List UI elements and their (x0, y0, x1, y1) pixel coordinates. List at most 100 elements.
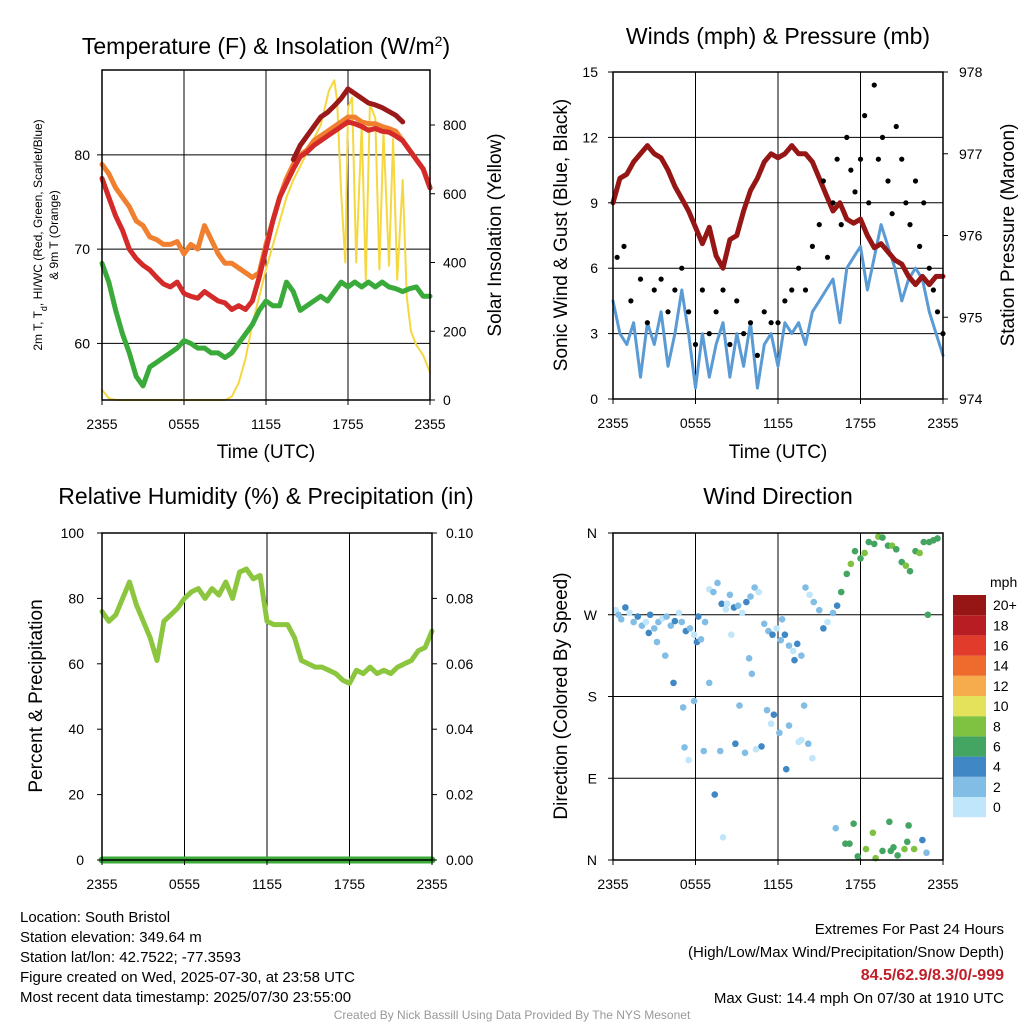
legend-swatch (953, 696, 986, 717)
legend-label: 4 (993, 759, 1001, 775)
legend-label: 12 (993, 678, 1009, 694)
direction-point (777, 636, 785, 644)
direction-point (793, 640, 801, 648)
legend-unit: mph (990, 574, 1017, 590)
direction-point (758, 743, 765, 750)
legend-swatch (953, 736, 986, 757)
created-text: Figure created on Wed, 2025-07-30, at 23… (20, 969, 355, 986)
humidity-xtick-label: 1755 (334, 876, 365, 892)
credit-text: Created By Nick Bassill Using Data Provi… (334, 1008, 691, 1022)
temperature-xtick-label: 0555 (168, 416, 199, 432)
gust-point (921, 200, 927, 206)
gust-point (862, 113, 868, 119)
direction-point (763, 706, 771, 714)
direction-point (890, 843, 897, 851)
winds-xtick-label: 2355 (927, 415, 958, 431)
winds-xlabel: Time (UTC) (729, 442, 828, 463)
direction-point (879, 534, 886, 541)
winds-title: Winds (mph) & Pressure (mb) (626, 23, 930, 49)
direction-ylabel: Direction (Colored By Speed) (551, 572, 572, 819)
solar-ytick-label: 400 (443, 255, 467, 271)
direction-point (653, 638, 661, 646)
legend-swatch (953, 655, 986, 676)
direction-point (920, 538, 928, 546)
gust-point (782, 298, 788, 304)
direction-point (675, 609, 683, 617)
gust-point (699, 287, 705, 293)
direction-point (760, 620, 768, 628)
direction-ytick-label: N (587, 525, 597, 541)
direction-point (778, 615, 786, 623)
direction-point (851, 547, 859, 555)
temp-line (99, 119, 433, 312)
winds-ticks: 0 3 6 9 12 15 974 975 976 977 978 2355 0555 1155 1755 2… (582, 64, 982, 431)
gust-point (628, 298, 634, 304)
temperature-title: Temperature (F) & Insolation (W/m2) (82, 33, 450, 59)
direction-xtick-label: 1755 (845, 876, 876, 892)
direction-point (719, 833, 727, 841)
direction-point (770, 711, 778, 718)
gust-point (866, 200, 872, 206)
gust-point (802, 287, 809, 293)
gust-point (889, 211, 895, 217)
humidity-ytick-label: 20 (68, 787, 84, 803)
direction-point (667, 622, 675, 629)
direction-point (767, 720, 775, 728)
pressure-ylabel: Station Pressure (Maroon) (998, 124, 1019, 347)
direction-point (694, 613, 702, 620)
gust-point (907, 222, 913, 228)
gust-point (761, 309, 767, 315)
humidity-xtick-label: 2355 (86, 876, 117, 892)
direction-point (705, 679, 713, 687)
direction-point (820, 625, 827, 632)
direction-points (612, 533, 941, 862)
direction-point (710, 588, 717, 596)
dew-line (99, 260, 433, 389)
gust-point (830, 200, 836, 206)
direction-point (773, 625, 780, 632)
gust-point (930, 287, 936, 293)
direction-point (829, 609, 837, 617)
gust-point (665, 309, 671, 315)
gust-point (621, 243, 627, 249)
direction-point (776, 729, 783, 737)
direction-point (747, 593, 754, 600)
direction-point (785, 642, 793, 649)
gust-point (741, 331, 747, 337)
direction-point (617, 615, 625, 623)
humidity-ticks: 0 0.00 20 0.02 40 0.04 60 0.06 80 0.08 100 0.10 2355… (61, 525, 474, 892)
direction-point (902, 562, 910, 569)
humidity-grid (184, 533, 350, 860)
direction-point (806, 591, 813, 599)
direction-xtick-label: 1155 (763, 876, 793, 892)
direction-point (916, 549, 923, 557)
direction-point (663, 613, 670, 620)
gust-point (686, 309, 692, 315)
direction-ytick-label: S (588, 689, 597, 705)
direction-point (934, 535, 941, 542)
direction-point (879, 847, 886, 855)
recent-text: Most recent data timestamp: 2025/07/30 2… (20, 989, 351, 1006)
direction-point (755, 588, 763, 596)
temperature-ylabel: 2m T, Td, HI/WC (Red, Green, Scarlet/Blu… (31, 119, 49, 350)
gust-point (672, 287, 678, 293)
extremes-subtitle: (High/Low/Max Wind/Precipitation/Snow De… (688, 944, 1004, 961)
wind-ytick-label: 12 (582, 129, 598, 145)
winds-xtick-label: 1755 (845, 415, 876, 431)
legend-label: 8 (993, 718, 1001, 734)
humidity-xtick-label: 1155 (252, 876, 282, 892)
precip-ytick-label: 0.06 (446, 656, 473, 672)
direction-point (661, 652, 669, 659)
direction-point (892, 546, 900, 553)
wind-line (611, 223, 945, 390)
winds-xtick-label: 2355 (597, 415, 628, 431)
gust-point (658, 276, 664, 282)
gust-point (926, 265, 932, 271)
direction-point (854, 853, 862, 860)
legend-swatch (953, 776, 986, 797)
direction-point (642, 618, 650, 626)
direction-point (690, 631, 698, 639)
gust-point (644, 320, 650, 326)
